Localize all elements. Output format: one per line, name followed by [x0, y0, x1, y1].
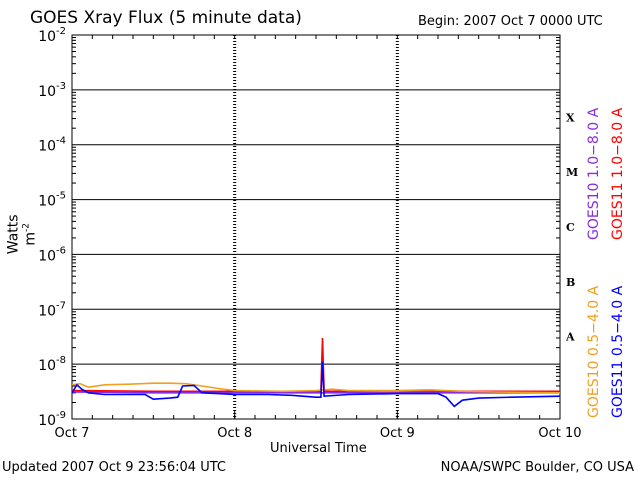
- series-line: [71, 391, 560, 394]
- y-tick-exponent: -3: [56, 81, 66, 92]
- flare-class-label: X: [566, 111, 575, 124]
- y-tick-base: 10: [38, 29, 56, 45]
- y-tick-base: 10: [38, 248, 56, 264]
- flare-class-label: C: [566, 221, 575, 234]
- y-tick-base: 10: [38, 84, 56, 100]
- x-axis-label: Universal Time: [270, 441, 367, 456]
- credit-text: NOAA/SWPC Boulder, CO USA: [440, 460, 634, 475]
- y-tick-label: 10-3: [38, 81, 66, 100]
- y-tick-label: 10-5: [38, 191, 66, 210]
- y-tick-label: 10-7: [38, 300, 66, 319]
- x-tick-label: Oct 10: [538, 426, 581, 441]
- y-tick-label: 10-9: [38, 410, 66, 429]
- y-tick-base: 10: [38, 358, 56, 374]
- flare-class-label: B: [566, 276, 575, 289]
- y-tick-exponent: -6: [56, 245, 66, 256]
- y-tick-base: 10: [38, 303, 56, 319]
- y-tick-exponent: -4: [56, 136, 66, 147]
- y-tick-label: 10-4: [38, 136, 66, 155]
- y-tick-exponent: -2: [56, 26, 66, 37]
- legend-entry: GOES11 0.5−4.0 A: [610, 285, 626, 418]
- flare-class-label: M: [566, 166, 578, 179]
- flare-class-label: A: [565, 331, 575, 344]
- plot-frame: [71, 34, 561, 420]
- chart-title: GOES Xray Flux (5 minute data): [30, 8, 302, 28]
- updated-timestamp: Updated 2007 Oct 9 23:56:04 UTC: [2, 460, 226, 475]
- y-tick-base: 10: [38, 194, 56, 210]
- begin-timestamp: Begin: 2007 Oct 7 0000 UTC: [418, 14, 603, 29]
- y-tick-label: 10-6: [38, 245, 66, 264]
- series-line: [71, 382, 561, 394]
- x-tick-label: Oct 8: [217, 426, 252, 441]
- y-tick-exponent: -5: [56, 191, 66, 202]
- series-line: [71, 361, 561, 408]
- y-tick-label: 10-8: [38, 355, 66, 374]
- legend-entry: GOES10 0.5−4.0 A: [586, 285, 602, 418]
- y-tick-exponent: -7: [56, 300, 66, 311]
- y-tick-label: 10-2: [38, 26, 66, 45]
- y-tick-base: 10: [38, 413, 56, 429]
- y-tick-exponent: -8: [56, 355, 66, 366]
- y-tick-base: 10: [38, 139, 56, 155]
- x-tick-label: Oct 7: [55, 426, 90, 441]
- legend-entry: GOES10 1.0−8.0 A: [586, 107, 602, 240]
- x-tick-label: Oct 9: [380, 426, 415, 441]
- y-tick-exponent: -9: [56, 410, 66, 421]
- legend-entry: GOES11 1.0−8.0 A: [610, 107, 626, 240]
